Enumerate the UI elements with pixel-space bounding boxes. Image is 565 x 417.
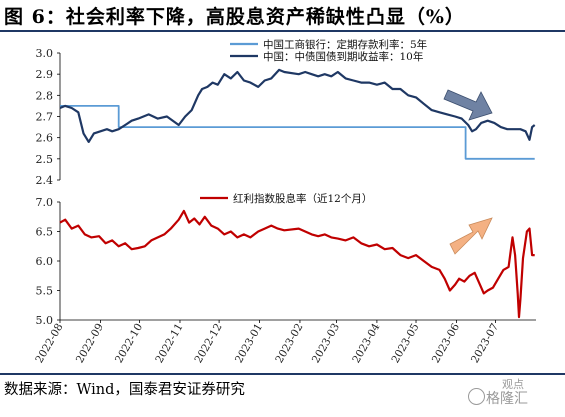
y-tick-label: 6.0: [36, 255, 54, 268]
x-tick-label: 2023-02: [273, 322, 305, 366]
legend-label: 中国工商银行：定期存款利率：5年: [263, 38, 427, 51]
x-tick-label: 2023-06: [430, 321, 462, 365]
trend-arrows: [443, 89, 493, 255]
y-tick-label: 2.7: [36, 111, 54, 124]
x-tick-label: 2022-08: [33, 322, 65, 366]
y-tick-label: 7.0: [36, 196, 54, 209]
top-panel: 3.0 2.9 2.8 2.7 2.6 2.5 2.4 中国工商银行：定期存款利率：5年中国：…: [36, 38, 536, 187]
x-tick-label: 2022-09: [74, 322, 106, 366]
watermark: 格隆汇: [486, 391, 528, 407]
watermark-logo-icon: [468, 388, 485, 405]
source-note: 数据来源：Wind，国泰君安证券研究: [4, 382, 245, 398]
x-axis: 2022-08 2022-09 2022-10 2022-11 2022-12 2023-…: [33, 319, 536, 366]
down-arrow-icon: [443, 89, 493, 121]
source-rule: [0, 373, 565, 375]
up-arrow-icon: [449, 217, 493, 255]
x-tick-label: 2023-07: [469, 322, 501, 366]
figure-title: 图 6：社会利率下降，高股息资产稀缺性凸显（%）: [4, 6, 465, 28]
bottom-panel: 7.0 6.5 6.0 5.5 5.0 红利指数股息率（近12个月）: [36, 192, 535, 327]
y-tick-label: 5.5: [36, 285, 54, 298]
x-tick-label: 2022-12: [192, 322, 224, 366]
watermark-small: 观点: [502, 378, 524, 391]
series-line: [60, 105, 535, 160]
legend-label: 红利指数股息率（近12个月）: [233, 192, 372, 205]
y-tick-label: 3.0: [36, 47, 54, 60]
title-rule: [0, 30, 565, 32]
x-tick-label: 2023-01: [233, 322, 265, 366]
x-tick-label: 2022-10: [113, 322, 145, 366]
legend-label: 中国：中债国债到期收益率：10年: [263, 50, 423, 63]
series-line: [59, 68, 536, 143]
y-tick-label: 2.6: [36, 132, 54, 145]
x-tick-label: 2023-05: [389, 322, 421, 366]
y-tick-label: 2.9: [36, 68, 54, 81]
x-tick-label: 2023-03: [310, 322, 342, 366]
y-tick-label: 2.4: [36, 174, 54, 187]
series-line: [59, 209, 535, 319]
chart-area: 3.0 2.9 2.8 2.7 2.6 2.5 2.4 中国工商银行：定期存款利率：5年中国：…: [33, 38, 536, 366]
y-tick-label: 5.0: [36, 314, 54, 327]
y-tick-label: 2.8: [36, 89, 54, 102]
y-tick-label: 2.5: [36, 153, 54, 166]
x-tick-label: 2023-04: [350, 321, 382, 365]
y-tick-label: 6.5: [36, 226, 54, 239]
x-tick-label: 2022-11: [153, 322, 185, 366]
